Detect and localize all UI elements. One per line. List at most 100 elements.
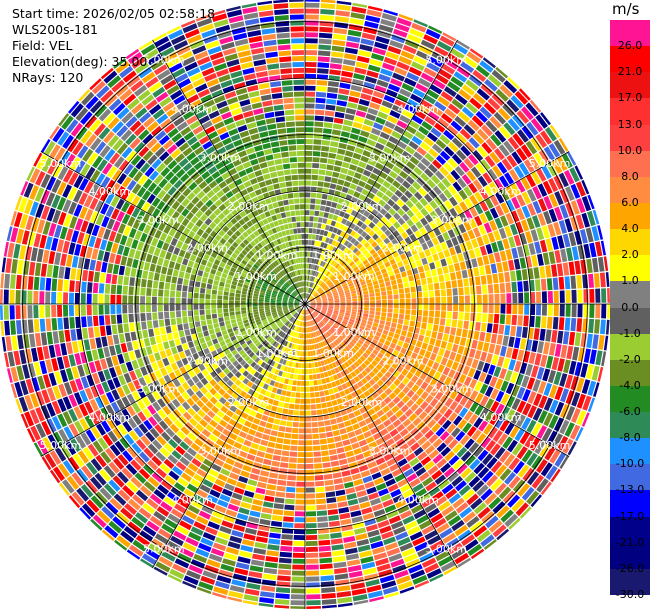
velocity-gate <box>276 376 282 382</box>
velocity-gate <box>231 413 240 422</box>
velocity-gate <box>372 90 385 99</box>
velocity-gate <box>543 342 550 355</box>
velocity-gate <box>220 325 226 332</box>
velocity-gate <box>379 428 389 437</box>
velocity-gate <box>517 281 523 292</box>
velocity-gate <box>403 553 418 563</box>
velocity-gate <box>220 468 231 477</box>
velocity-gate <box>575 214 585 230</box>
velocity-gate <box>405 452 416 462</box>
velocity-gate <box>330 286 336 291</box>
velocity-gate <box>492 430 503 442</box>
velocity-gate <box>432 324 439 332</box>
velocity-gate <box>352 152 362 160</box>
velocity-gate <box>521 486 535 501</box>
velocity-gate <box>287 385 292 391</box>
velocity-gate <box>315 349 319 356</box>
velocity-gate <box>101 529 115 541</box>
velocity-gate <box>322 462 331 468</box>
velocity-gate <box>327 509 339 516</box>
velocity-gate <box>484 210 494 222</box>
velocity-gate <box>217 453 227 462</box>
velocity-gate <box>362 512 375 521</box>
velocity-gate <box>257 343 264 350</box>
velocity-gate <box>534 440 546 455</box>
velocity-gate <box>438 348 445 357</box>
velocity-gate <box>588 318 595 334</box>
velocity-gate <box>438 555 453 567</box>
velocity-gate <box>300 315 303 321</box>
velocity-gate <box>362 287 368 292</box>
velocity-gate <box>494 293 500 304</box>
velocity-gate <box>357 262 364 269</box>
velocity-gate <box>436 522 450 534</box>
velocity-gate <box>265 422 273 429</box>
velocity-gate <box>385 321 391 327</box>
velocity-gate <box>305 210 310 216</box>
velocity-gate <box>182 285 188 292</box>
velocity-gate <box>363 430 372 439</box>
velocity-gate <box>447 53 462 65</box>
velocity-gate <box>207 410 216 419</box>
velocity-gate <box>315 297 321 300</box>
velocity-gate <box>439 281 446 290</box>
velocity-gate <box>440 113 453 124</box>
velocity-gate <box>350 316 356 320</box>
velocity-gate <box>504 271 511 283</box>
velocity-gate <box>293 312 298 317</box>
velocity-gate <box>343 212 350 220</box>
velocity-gate <box>173 353 181 362</box>
velocity-gate <box>71 472 84 487</box>
velocity-gate <box>488 520 503 533</box>
velocity-gate <box>346 306 352 309</box>
velocity-gate <box>407 525 421 536</box>
velocity-gate <box>303 333 305 339</box>
velocity-gate <box>263 428 272 435</box>
velocity-gate <box>338 142 347 150</box>
velocity-gate <box>325 271 331 277</box>
velocity-gate <box>312 439 320 445</box>
velocity-gate <box>435 244 443 253</box>
velocity-gate <box>271 387 278 394</box>
velocity-gate <box>134 250 142 260</box>
velocity-gate <box>360 444 370 453</box>
velocity-gate <box>442 231 450 241</box>
velocity-gate <box>346 393 353 401</box>
velocity-gate <box>382 62 395 72</box>
velocity-gate <box>329 252 334 258</box>
velocity-gate <box>163 416 173 427</box>
velocity-gate <box>312 374 317 380</box>
velocity-gate <box>193 521 207 531</box>
velocity-gate <box>516 386 526 400</box>
velocity-gate <box>121 408 131 420</box>
velocity-gate <box>105 325 112 336</box>
velocity-gate <box>213 586 229 596</box>
velocity-gate <box>309 296 314 301</box>
velocity-gate <box>443 189 453 199</box>
velocity-gate <box>385 281 391 287</box>
velocity-gate <box>309 308 313 312</box>
velocity-gate <box>95 260 102 272</box>
velocity-gate <box>230 288 236 293</box>
velocity-gate <box>432 545 447 557</box>
velocity-gate <box>293 374 298 380</box>
velocity-gate <box>391 468 403 477</box>
velocity-gate <box>340 356 347 363</box>
velocity-gate <box>531 171 542 185</box>
velocity-gate <box>161 266 168 275</box>
velocity-gate <box>451 475 463 487</box>
velocity-gate <box>343 368 350 375</box>
velocity-gate <box>229 292 235 297</box>
velocity-gate <box>321 450 329 457</box>
velocity-gate <box>376 260 384 266</box>
velocity-gate <box>124 266 131 277</box>
velocity-gate <box>260 470 270 477</box>
velocity-gate <box>343 536 356 543</box>
velocity-gate <box>310 338 314 344</box>
velocity-gate <box>305 67 317 73</box>
velocity-gate <box>372 252 379 259</box>
velocity-gate <box>185 537 199 547</box>
velocity-gate <box>60 343 68 356</box>
velocity-gate <box>306 309 309 315</box>
velocity-gate <box>379 171 388 180</box>
